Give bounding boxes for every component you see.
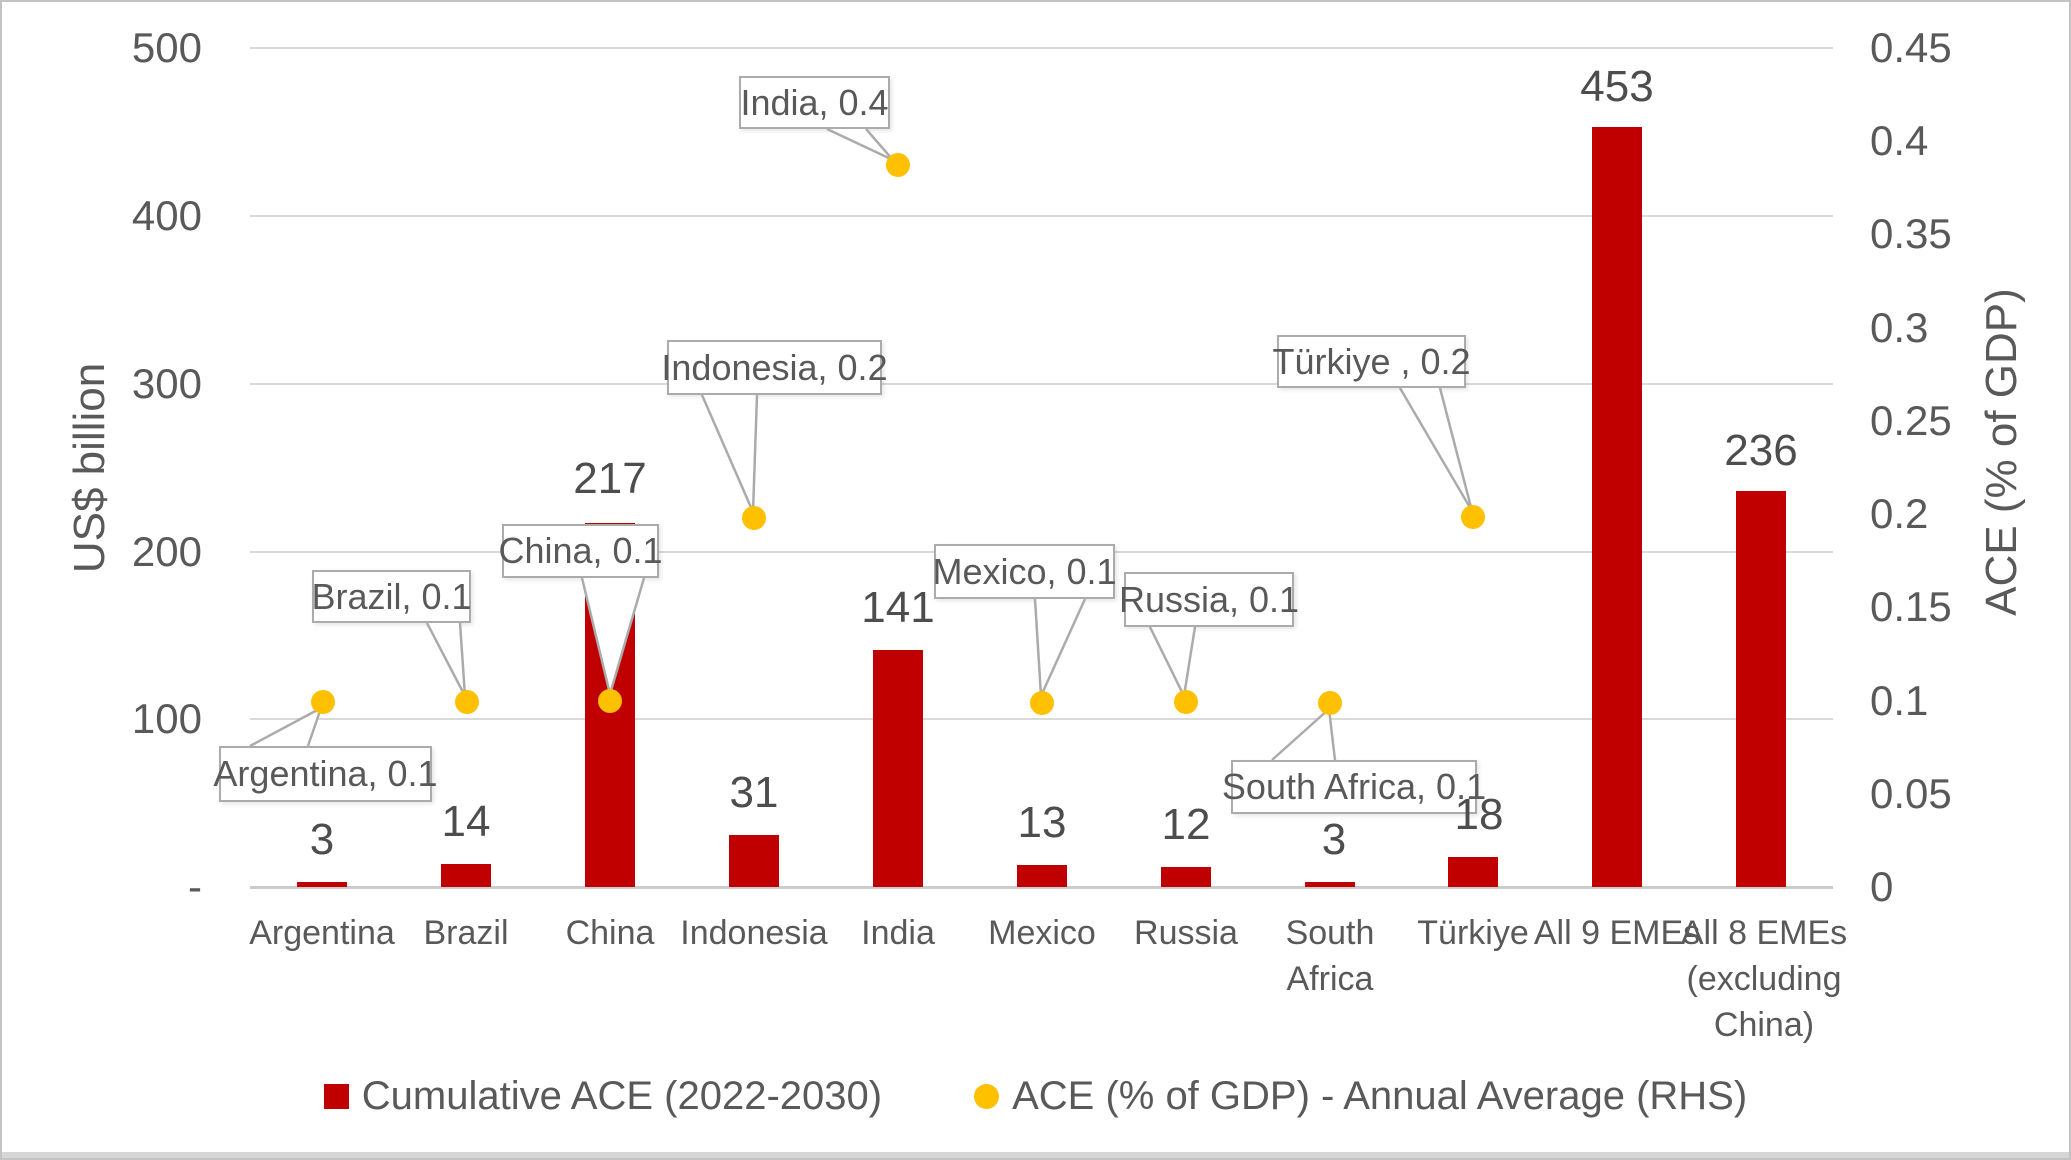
bar-series-swatch-icon — [323, 1084, 349, 1109]
callout-india-label: India, 0.4 — [740, 81, 889, 123]
callout-south-africa-label: South Africa, 0.1 — [1221, 766, 1487, 807]
callout-brazil-label: Brazil, 0.1 — [311, 575, 472, 617]
callout-china-label: China, 0.1 — [498, 530, 663, 571]
callout-india: India, 0.4 — [739, 76, 890, 129]
label-all-8-emes: 236 — [1724, 426, 1798, 475]
label-south-africa: 3 — [1321, 815, 1347, 864]
label-brazil: 14 — [441, 797, 491, 846]
dot-mexico — [1030, 691, 1054, 715]
callout-indonesia: Indonesia, 0.2 — [661, 340, 888, 395]
dot-argentina — [311, 690, 335, 714]
gridline-400 — [250, 215, 1833, 217]
right-tick-035: 0.35 — [1870, 210, 1952, 257]
bar-south-africa — [1305, 882, 1355, 887]
bar-india — [873, 650, 923, 887]
right-tick-01: 0.1 — [1870, 677, 1929, 724]
bar-turkiye — [1448, 857, 1498, 887]
callout-china: China, 0.1 — [498, 524, 663, 578]
xlabel-all-8-emes: All 8 EMEs (excluding China) — [1680, 914, 1848, 1044]
label-all-9-emes: 453 — [1580, 62, 1654, 111]
right-tick-015: 0.15 — [1870, 583, 1952, 630]
callout-argentina-label: Argentina, 0.1 — [213, 753, 438, 794]
callout-turkiye: Türkiye , 0.2 — [1272, 335, 1471, 388]
right-tick-045: 0.45 — [1870, 24, 1952, 71]
legend-label-ace-gdp: ACE (% of GDP) - Annual Average (RHS) — [1012, 1074, 1748, 1118]
left-tick-300: 300 — [131, 360, 202, 407]
gridline-500 — [250, 47, 1833, 49]
xlabel-mexico: Mexico — [988, 914, 1096, 952]
label-indonesia: 31 — [729, 768, 779, 817]
label-russia: 12 — [1161, 800, 1211, 849]
left-tick-0: - — [188, 863, 202, 910]
legend: Cumulative ACE (2022-2030) ACE (% of GDP… — [2, 1074, 2069, 1119]
label-india: 141 — [861, 583, 935, 632]
dot-turkiye — [1461, 505, 1485, 529]
right-tick-04: 0.4 — [1870, 117, 1929, 164]
gridline-100 — [250, 718, 1833, 720]
xlabel-india: India — [861, 914, 935, 952]
xlabel-south-africa: South Africa — [1285, 914, 1375, 998]
dot-indonesia — [742, 506, 766, 530]
bar-indonesia — [729, 835, 779, 887]
label-mexico: 13 — [1017, 798, 1067, 847]
bar-argentina — [297, 882, 347, 887]
xlabel-turkiye: Türkiye — [1417, 914, 1529, 952]
callout-brazil: Brazil, 0.1 — [311, 570, 472, 623]
bar-all-9-emes — [1592, 127, 1642, 887]
dot-russia — [1174, 690, 1198, 714]
xlabel-argentina: Argentina — [249, 914, 395, 952]
left-axis-title: US$ billion — [65, 362, 114, 574]
callout-russia-label: Russia, 0.1 — [1118, 578, 1300, 620]
callout-russia: Russia, 0.1 — [1119, 572, 1299, 627]
x-axis-line — [250, 886, 1833, 889]
bar-brazil — [441, 864, 491, 887]
right-tick-0: 0 — [1870, 863, 1894, 910]
left-tick-400: 400 — [131, 192, 202, 239]
callout-mexico: Mexico, 0.1 — [932, 544, 1117, 599]
dot-brazil — [455, 690, 479, 714]
legend-item-cumulative-ace: Cumulative ACE (2022-2030) — [323, 1074, 883, 1119]
label-turkiye: 18 — [1454, 790, 1504, 839]
callout-indonesia-label: Indonesia, 0.2 — [661, 346, 888, 388]
dot-south-africa — [1318, 691, 1342, 715]
xlabel-china: China — [565, 914, 655, 952]
callout-argentina: Argentina, 0.1 — [213, 746, 438, 802]
right-tick-02: 0.2 — [1870, 490, 1929, 537]
callout-mexico-label: Mexico, 0.1 — [932, 550, 1117, 592]
scatter-series-swatch-icon — [974, 1084, 1000, 1109]
gridline-300 — [250, 383, 1833, 385]
bar-all-8-emes — [1736, 491, 1786, 887]
right-tick-005: 0.05 — [1870, 770, 1952, 817]
bar-mexico — [1017, 865, 1067, 887]
label-china: 217 — [573, 454, 647, 503]
xlabel-russia: Russia — [1134, 914, 1238, 952]
callout-south-africa: South Africa, 0.1 — [1222, 760, 1486, 814]
xlabel-all-9-emes: All 9 EMEs — [1533, 914, 1701, 952]
right-tick-03: 0.3 — [1870, 304, 1929, 351]
right-axis-title: ACE (% of GDP) — [1977, 288, 2026, 616]
left-tick-100: 100 — [131, 695, 202, 742]
callout-turkiye-label: Türkiye , 0.2 — [1272, 340, 1471, 382]
left-tick-500: 500 — [131, 24, 202, 71]
bottom-window-edge — [2, 1152, 2069, 1158]
xlabel-brazil: Brazil — [423, 914, 509, 952]
xlabel-indonesia: Indonesia — [680, 914, 828, 952]
legend-item-ace-gdp: ACE (% of GDP) - Annual Average (RHS) — [974, 1074, 1747, 1119]
bar-russia — [1161, 867, 1211, 887]
left-tick-200: 200 — [131, 528, 202, 575]
dot-china — [598, 689, 622, 713]
dot-india — [886, 153, 910, 177]
legend-label-cumulative-ace: Cumulative ACE (2022-2030) — [361, 1074, 883, 1118]
label-argentina: 3 — [309, 815, 335, 864]
right-tick-025: 0.25 — [1870, 397, 1952, 444]
